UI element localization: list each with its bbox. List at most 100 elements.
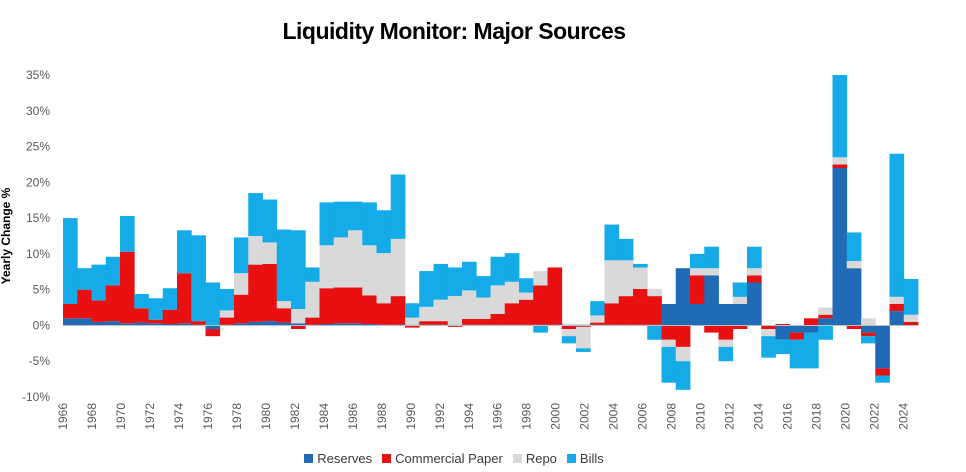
bar-commercial-paper [718, 325, 734, 340]
bar-repo [504, 281, 520, 304]
x-tick-label: 1990 [404, 403, 418, 430]
bar-repo [604, 260, 620, 304]
bar-bills [903, 278, 919, 315]
bar-bills [362, 202, 377, 246]
bar-bills [248, 193, 263, 236]
bar-bills [234, 237, 249, 274]
bar-reserves [262, 321, 278, 326]
bar-commercial-paper [832, 164, 848, 169]
bar-bills [77, 268, 92, 290]
x-tick-label: 2022 [868, 403, 882, 430]
bar-repo [590, 315, 605, 323]
bar-bills [889, 153, 905, 297]
bar-bills [433, 263, 449, 300]
bar-repo [861, 318, 876, 326]
bar-repo [333, 237, 349, 288]
bar-reserves [675, 268, 691, 326]
bar-repo [761, 329, 776, 337]
bar-commercial-paper [604, 303, 620, 325]
bar-reserves [333, 323, 349, 326]
bar-repo [889, 296, 905, 304]
bar-repo [262, 242, 278, 264]
bar-commercial-paper [205, 329, 221, 337]
bar-repo [661, 339, 677, 347]
legend-swatch [512, 454, 522, 463]
bar-repo [319, 245, 335, 289]
bar-commercial-paper [77, 289, 92, 319]
x-tick-label: 1976 [201, 403, 215, 430]
bar-commercial-paper [305, 317, 320, 325]
bar-reserves [234, 323, 249, 326]
bar-reserves [889, 311, 905, 326]
bar-bills [390, 174, 406, 239]
bar-bills [191, 235, 206, 322]
bar-commercial-paper [775, 324, 791, 326]
bar-bills [618, 238, 634, 261]
bar-bills [576, 348, 591, 352]
bar-commercial-paper [704, 325, 719, 333]
legend-item: Commercial Paper [382, 451, 503, 466]
x-tick-label: 2002 [578, 403, 592, 430]
bar-repo [291, 308, 306, 324]
legend-label: Reserves [317, 451, 373, 466]
bar-reserves [276, 322, 292, 326]
bar-commercial-paper [789, 332, 805, 340]
legend-swatch [566, 454, 576, 463]
bar-bills [590, 301, 605, 316]
y-axis-title: Yearly Change % [0, 187, 13, 284]
bar-repo [433, 299, 449, 322]
bar-commercial-paper [362, 295, 377, 325]
legend-label: Bills [579, 451, 604, 466]
bar-repo [903, 314, 919, 322]
bar-reserves [348, 323, 363, 326]
chart-title: Liquidity Monitor: Major Sources [282, 18, 626, 44]
bar-reserves [162, 324, 178, 326]
bar-bills [633, 263, 648, 268]
bar-reserves [690, 303, 705, 326]
bar-bills [533, 325, 548, 333]
bar-reserves [789, 325, 805, 333]
bar-bills [91, 264, 107, 301]
bar-reserves [661, 303, 677, 326]
bar-commercial-paper [248, 264, 263, 322]
bar-bills [276, 229, 292, 302]
bar-repo [462, 290, 477, 319]
bar-bills [490, 256, 506, 286]
y-tick-label: 10% [26, 247, 50, 261]
bar-repo [419, 306, 434, 322]
bar-reserves [63, 318, 78, 326]
bar-reserves [134, 322, 149, 326]
bar-commercial-paper [576, 325, 591, 327]
legend-swatch [304, 454, 314, 463]
bar-commercial-paper [818, 314, 833, 319]
bar-commercial-paper [177, 273, 192, 324]
bar-bills [704, 246, 719, 269]
y-tick-label: 5% [33, 283, 51, 297]
bar-bills [376, 210, 392, 254]
bar-commercial-paper [433, 321, 449, 325]
bar-bills [875, 375, 890, 383]
bar-commercial-paper [162, 309, 178, 325]
bar-reserves [362, 324, 377, 326]
bar-bills [647, 325, 662, 340]
bar-repo [219, 310, 235, 318]
bar-reserves [319, 324, 335, 326]
legend-item: Reserves [304, 451, 372, 466]
bar-repo [305, 281, 320, 318]
bar-bills [561, 336, 577, 344]
bar-bills [604, 224, 620, 261]
bar-commercial-paper [91, 300, 107, 322]
bar-repo [618, 260, 634, 297]
bar-reserves [91, 321, 107, 326]
bar-reserves [704, 275, 719, 326]
bar-repo [390, 238, 406, 297]
bar-repo [832, 157, 848, 165]
bar-reserves [846, 268, 862, 326]
x-tick-label: 2018 [810, 403, 824, 430]
bar-commercial-paper [490, 314, 506, 325]
bar-commercial-paper [675, 325, 691, 347]
bar-commercial-paper [561, 325, 577, 330]
x-tick-label: 1972 [143, 403, 157, 430]
bar-reserves [718, 303, 734, 326]
